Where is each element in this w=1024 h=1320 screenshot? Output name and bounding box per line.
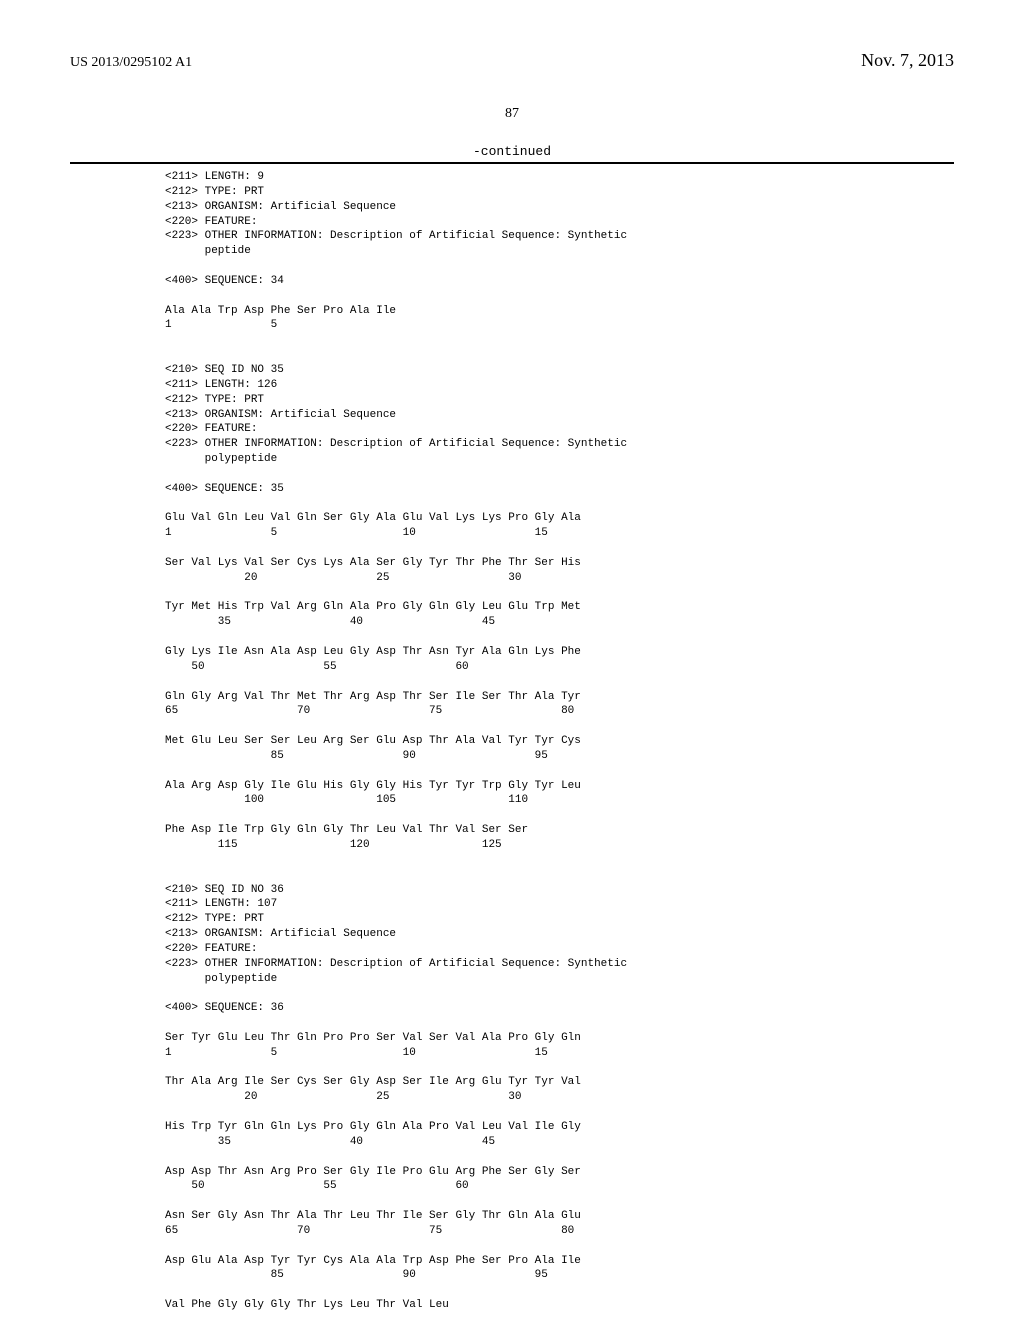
sequence-listing: <211> LENGTH: 9 <212> TYPE: PRT <213> OR…	[165, 170, 1024, 1313]
continued-label: -continued	[0, 144, 1024, 159]
publication-date: Nov. 7, 2013	[861, 50, 954, 71]
page-number: 87	[0, 106, 1024, 122]
horizontal-rule	[70, 162, 954, 164]
page-header: US 2013/0295102 A1 Nov. 7, 2013	[0, 0, 1024, 71]
publication-number: US 2013/0295102 A1	[70, 55, 192, 71]
